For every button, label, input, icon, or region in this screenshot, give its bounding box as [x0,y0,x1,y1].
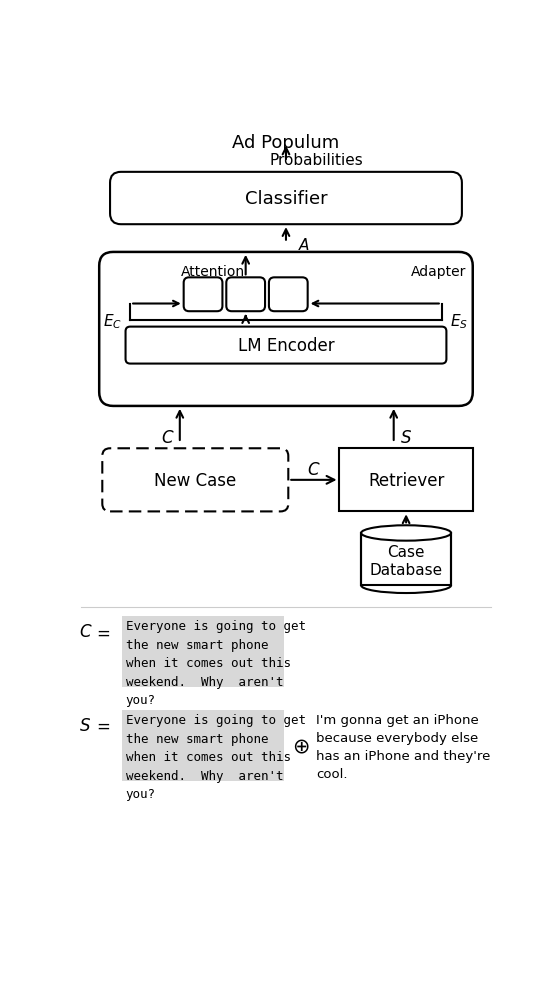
Text: Classifier: Classifier [244,190,328,208]
Text: $S$: $S$ [79,716,91,734]
FancyBboxPatch shape [126,327,446,364]
Text: $C$: $C$ [161,428,174,446]
Text: V: V [281,286,295,304]
Text: Ad Populum: Ad Populum [232,134,340,152]
Text: $S$: $S$ [400,428,412,446]
Text: I'm gonna get an iPhone
because everybody else
has an iPhone and they're
cool.: I'm gonna get an iPhone because everybod… [316,713,490,780]
FancyBboxPatch shape [227,278,265,312]
Text: Case
Database: Case Database [369,545,442,578]
Text: New Case: New Case [154,471,237,489]
Text: $C$: $C$ [79,623,93,641]
Bar [122,617,283,687]
Text: Attention: Attention [181,265,245,279]
Bar [122,710,283,781]
Ellipse shape [361,526,451,542]
Text: $E_C$: $E_C$ [103,312,122,330]
Text: ⊕: ⊕ [292,736,310,755]
Text: Q: Q [195,286,211,304]
Text: $=$: $=$ [93,716,110,734]
Text: K: K [239,286,253,304]
Text: Everyone is going to get
the new smart phone
when it comes out this
weekend.  Wh: Everyone is going to get the new smart p… [126,713,306,800]
FancyBboxPatch shape [110,173,462,225]
Text: Retriever: Retriever [368,471,444,489]
Text: $C$: $C$ [307,460,321,478]
Bar [361,534,451,586]
FancyBboxPatch shape [184,278,223,312]
FancyBboxPatch shape [102,448,288,512]
FancyBboxPatch shape [269,278,307,312]
FancyBboxPatch shape [99,253,473,406]
Text: $E_S$: $E_S$ [450,312,468,330]
Text: $=$: $=$ [93,623,110,641]
Bar [339,448,473,512]
Text: LM Encoder: LM Encoder [238,337,334,355]
Text: Adapter: Adapter [411,265,466,279]
Text: Everyone is going to get
the new smart phone
when it comes out this
weekend.  Wh: Everyone is going to get the new smart p… [126,620,306,706]
Text: A: A [299,238,309,253]
Text: Probabilities: Probabilities [270,152,363,168]
